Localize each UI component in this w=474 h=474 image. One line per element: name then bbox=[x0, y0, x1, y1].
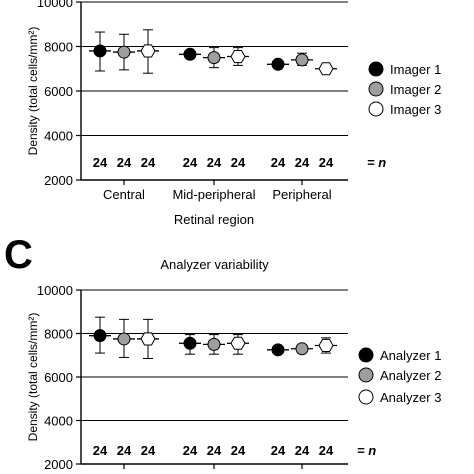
panel2-title: Analyzer variability bbox=[160, 257, 269, 272]
panel1-y-tick-label: 8000 bbox=[44, 40, 73, 55]
panel1-data-point bbox=[93, 44, 107, 58]
panel2-data-point bbox=[140, 332, 156, 346]
panel2-y-axis-label: Density (total cells/mm²) bbox=[26, 313, 40, 442]
panel2-y-tick-label: 4000 bbox=[44, 414, 73, 429]
panel1-n-label: 24 bbox=[319, 155, 334, 170]
panel1-data-point bbox=[230, 50, 246, 64]
panel1-y-tick-label: 6000 bbox=[44, 84, 73, 99]
panel2-n-label: 24 bbox=[207, 443, 222, 458]
panel1-legend-marker bbox=[368, 81, 384, 97]
panel1-n-label: 24 bbox=[231, 155, 246, 170]
panel1-legend-marker bbox=[368, 61, 384, 77]
panel2-y-tick-label: 8000 bbox=[44, 327, 73, 342]
panel2-data-point bbox=[93, 329, 107, 343]
panel2-data-point bbox=[230, 336, 246, 350]
panel2-n-label: 24 bbox=[231, 443, 246, 458]
panel2-n-label: 24 bbox=[183, 443, 198, 458]
panel2-legend-label: Analyzer 3 bbox=[380, 390, 441, 405]
panel1-data-point bbox=[183, 47, 197, 61]
panel1-x-axis-label: Retinal region bbox=[174, 212, 254, 227]
panel1-legend-label: Imager 3 bbox=[390, 102, 441, 117]
panel2-n-label: 24 bbox=[271, 443, 286, 458]
panel1-n-label: 24 bbox=[295, 155, 310, 170]
panel2-n-label: 24 bbox=[93, 443, 108, 458]
panel1-y-tick-label: 4000 bbox=[44, 129, 73, 144]
panel2-data-point bbox=[117, 332, 131, 346]
panel1-legend-marker bbox=[368, 101, 384, 117]
panel-letter-c: C bbox=[4, 233, 33, 277]
panel1-category-label: Mid-peripheral bbox=[172, 187, 255, 202]
panel2-data-point bbox=[183, 336, 197, 350]
panel2-n-label: 24 bbox=[117, 443, 132, 458]
panel1-category-label: Central bbox=[103, 187, 145, 202]
panel1-category-label: Peripheral bbox=[272, 187, 331, 202]
panel2-y-tick-label: 6000 bbox=[44, 370, 73, 385]
panel1-n-label: 24 bbox=[207, 155, 222, 170]
panel1-legend-label: Imager 1 bbox=[390, 62, 441, 77]
panel2-legend-label: Analyzer 1 bbox=[380, 348, 441, 363]
panel2-legend-marker bbox=[358, 347, 374, 363]
panel2-y-tick-label: 10000 bbox=[37, 283, 73, 298]
panel1-data-point bbox=[271, 57, 285, 71]
panel1-chart: 2000 4000 6000 8000 10000 Density (total cell… bbox=[26, 0, 441, 227]
panel2-data-point bbox=[295, 342, 309, 356]
panel1-n-label: 24 bbox=[117, 155, 132, 170]
panel1-data-point bbox=[117, 45, 131, 59]
panel1-legend-label: Imager 2 bbox=[390, 82, 441, 97]
panel1-data-point bbox=[140, 44, 156, 58]
panel2-n-legend-label: = n bbox=[357, 443, 376, 458]
panel1-data-point bbox=[318, 62, 334, 76]
panel1-n-label: 24 bbox=[183, 155, 198, 170]
panel1-data-point bbox=[207, 51, 221, 65]
panel2-data-point bbox=[318, 338, 334, 352]
panel2-chart: Analyzer variability 2000 4000 6000 8000 1000… bbox=[26, 257, 441, 472]
panel1-y-tick-label: 2000 bbox=[44, 173, 73, 188]
panel2-n-label: 24 bbox=[141, 443, 156, 458]
panel1-n-legend-label: = n bbox=[367, 155, 386, 170]
panel1-n-label: 24 bbox=[141, 155, 156, 170]
panel1-data-point bbox=[295, 53, 309, 67]
panel1-n-label: 24 bbox=[271, 155, 286, 170]
panel2-data-point bbox=[207, 337, 221, 351]
panel2-legend-marker bbox=[358, 367, 374, 383]
panel2-data-point bbox=[271, 343, 285, 357]
panel1-n-label: 24 bbox=[93, 155, 108, 170]
panel2-n-label: 24 bbox=[295, 443, 310, 458]
panel2-legend-label: Analyzer 2 bbox=[380, 368, 441, 383]
panel2-y-tick-label: 2000 bbox=[44, 457, 73, 472]
panel1-y-tick-label: 10000 bbox=[37, 0, 73, 10]
panel1-y-axis-label: Density (total cells/mm²) bbox=[26, 27, 40, 156]
panel2-n-label: 24 bbox=[319, 443, 334, 458]
panel2-legend-marker bbox=[358, 389, 374, 405]
